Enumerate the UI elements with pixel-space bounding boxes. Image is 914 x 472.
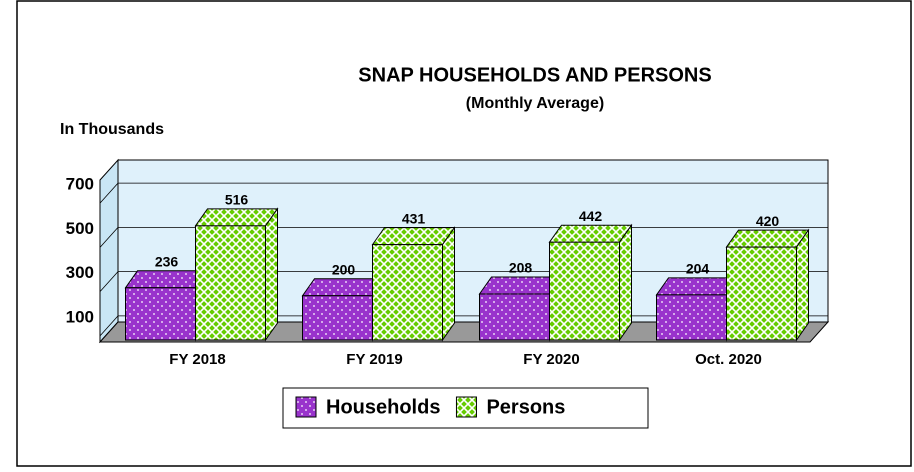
bar [301, 277, 386, 342]
x-tick-label: FY 2020 [523, 351, 579, 368]
x-tick-label: FY 2018 [169, 351, 225, 368]
bar-top [725, 229, 810, 248]
bar-front [195, 225, 266, 341]
bar-side [619, 223, 632, 342]
grid-line [99, 271, 119, 292]
grid-line [99, 315, 119, 337]
bar-front [479, 293, 550, 341]
data-label: 516 [225, 192, 249, 208]
grid-line [99, 182, 119, 204]
data-label: 236 [155, 253, 179, 269]
chart-title: SNAP HOUSEHOLDS AND PERSONS [358, 64, 711, 86]
y-axis-label: In Thousands [60, 121, 164, 138]
bar-top [194, 208, 279, 227]
y-tick-label: 300 [66, 263, 94, 282]
bar [371, 226, 456, 342]
x-tick-label: FY 2019 [346, 351, 402, 368]
bar-front [656, 294, 727, 341]
side-wall [99, 158, 119, 344]
legend-label: Persons [486, 396, 565, 418]
y-tick-label: 500 [66, 219, 94, 238]
y-tick-label: 700 [66, 175, 94, 194]
data-label: 420 [756, 213, 780, 229]
bar-side [442, 226, 455, 342]
bar-side [265, 207, 278, 342]
bar-front [125, 287, 196, 341]
legend-label: Households [326, 396, 440, 418]
data-label: 204 [686, 261, 710, 277]
bar-side [796, 228, 809, 342]
grid-line [99, 227, 119, 248]
bar-front [372, 244, 443, 341]
bar-top [371, 227, 456, 246]
bar-front [549, 241, 620, 341]
legend-swatch [295, 396, 317, 418]
data-label: 200 [332, 261, 356, 277]
bar [194, 207, 279, 342]
data-label: 431 [402, 210, 426, 226]
bar-top [548, 224, 633, 243]
data-label: 208 [509, 260, 533, 276]
data-label: 442 [579, 208, 603, 224]
bar [548, 223, 633, 342]
chart-subtitle: (Monthly Average) [466, 95, 604, 112]
bar-front [726, 246, 797, 341]
bar-front [302, 295, 373, 341]
y-tick-label: 100 [66, 307, 94, 326]
bar [725, 228, 810, 342]
legend-swatch [455, 396, 477, 418]
x-tick-label: Oct. 2020 [695, 351, 762, 368]
